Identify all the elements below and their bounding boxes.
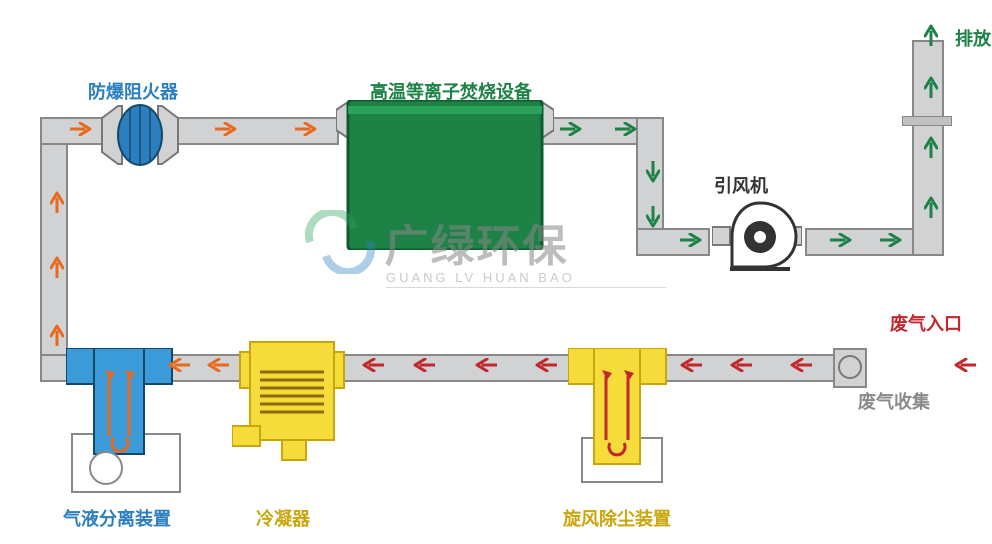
flow-arrow-4: [215, 122, 237, 136]
flow-arrow-3: [70, 122, 92, 136]
condenser: [232, 330, 352, 485]
cyclone: [568, 348, 678, 503]
label-valve: 防爆阻火器: [88, 78, 178, 104]
flow-arrow-20: [680, 358, 702, 372]
flow-arrow-6: [560, 122, 582, 136]
flow-arrow-7: [615, 122, 637, 136]
flow-arrow-17: [954, 358, 976, 372]
fan: [712, 195, 802, 278]
flow-arrow-13: [924, 196, 938, 218]
valve-body: [100, 100, 180, 175]
watermark: 广绿环保 GUANG LV HUAN BAO: [300, 210, 666, 288]
flow-arrow-16: [924, 24, 938, 46]
flow-arrow-12: [880, 233, 902, 247]
flow-arrow-26: [168, 358, 190, 372]
inlet-ring: [838, 355, 862, 379]
label-fan: 引风机: [714, 172, 768, 198]
flow-arrow-5: [295, 122, 317, 136]
flow-arrow-23: [413, 358, 435, 372]
flow-arrow-21: [535, 358, 557, 372]
diagram-stage: 广绿环保 GUANG LV HUAN BAO 防爆阻火器 高温等离子焚烧设备引风机…: [0, 0, 992, 544]
label-collect: 废气收集: [858, 388, 930, 414]
label-plasma: 高温等离子焚烧设备: [370, 78, 532, 104]
label-emit: 排放: [955, 25, 991, 51]
flow-arrow-10: [680, 233, 702, 247]
flow-arrow-15: [924, 76, 938, 98]
flow-arrow-18: [790, 358, 812, 372]
flow-arrow-2: [50, 191, 64, 213]
flow-arrow-25: [207, 358, 229, 372]
flow-arrow-11: [830, 233, 852, 247]
flow-arrow-22: [475, 358, 497, 372]
flow-arrow-1: [50, 256, 64, 278]
flow-arrow-24: [362, 358, 384, 372]
watermark-main: 广绿环保: [384, 222, 568, 271]
stack-flange: [902, 116, 952, 126]
flow-arrow-8: [646, 161, 660, 183]
label-cond: 冷凝器: [256, 505, 310, 531]
watermark-sub: GUANG LV HUAN BAO: [386, 270, 666, 285]
flow-arrow-0: [50, 324, 64, 346]
label-cyc: 旋风除尘装置: [563, 505, 671, 531]
flow-arrow-19: [730, 358, 752, 372]
pipe-fan-stack: [805, 228, 929, 256]
label-sep: 气液分离装置: [63, 505, 171, 531]
label-inlet: 废气入口: [890, 310, 962, 336]
flow-arrow-14: [924, 136, 938, 158]
